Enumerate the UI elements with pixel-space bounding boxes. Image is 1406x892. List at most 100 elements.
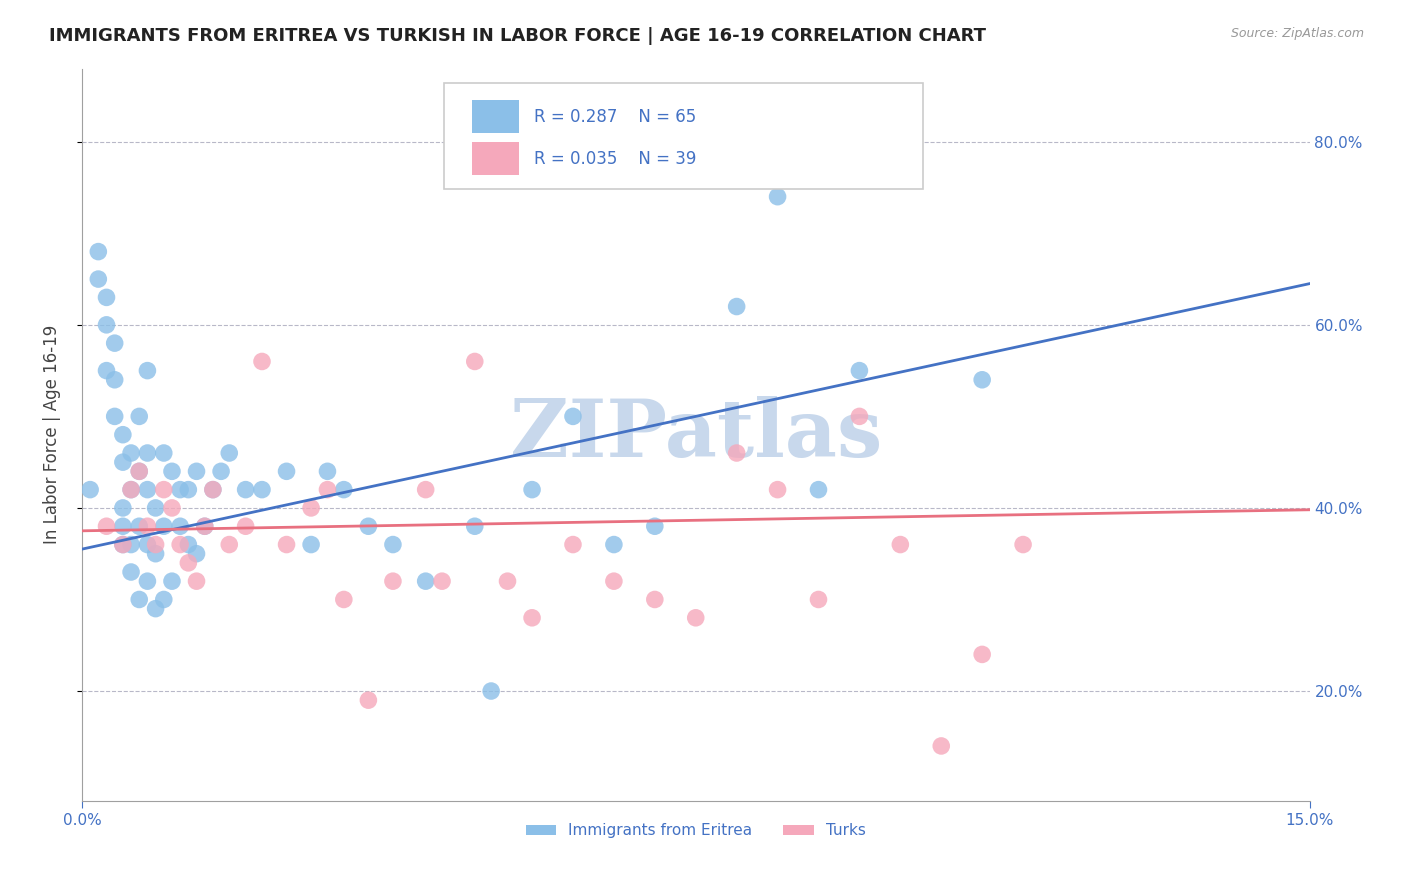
- Point: [929, 739, 952, 753]
- Y-axis label: In Labor Force | Age 16-19: In Labor Force | Age 16-19: [44, 325, 60, 544]
- Point: [111, 455, 134, 469]
- Point: [177, 483, 200, 497]
- Point: [603, 574, 626, 589]
- Point: [120, 483, 142, 497]
- Point: [357, 519, 380, 533]
- Point: [169, 483, 191, 497]
- Point: [496, 574, 519, 589]
- Point: [464, 354, 486, 368]
- Point: [128, 519, 150, 533]
- Point: [415, 483, 437, 497]
- FancyBboxPatch shape: [444, 83, 922, 189]
- Text: R = 0.287    N = 65: R = 0.287 N = 65: [534, 108, 696, 126]
- Point: [316, 483, 339, 497]
- Point: [104, 373, 127, 387]
- Point: [186, 547, 208, 561]
- Point: [169, 519, 191, 533]
- Point: [152, 483, 174, 497]
- Point: [889, 537, 911, 551]
- Point: [120, 537, 142, 551]
- Point: [194, 519, 217, 533]
- Point: [562, 409, 585, 424]
- Point: [136, 519, 159, 533]
- Point: [685, 611, 707, 625]
- Point: [250, 483, 273, 497]
- Point: [136, 483, 159, 497]
- Point: [128, 592, 150, 607]
- Point: [96, 363, 118, 377]
- Point: [209, 464, 232, 478]
- Text: IMMIGRANTS FROM ERITREA VS TURKISH IN LABOR FORCE | AGE 16-19 CORRELATION CHART: IMMIGRANTS FROM ERITREA VS TURKISH IN LA…: [49, 27, 986, 45]
- Point: [603, 537, 626, 551]
- Point: [848, 409, 870, 424]
- Point: [152, 519, 174, 533]
- Point: [1012, 537, 1035, 551]
- Point: [562, 537, 585, 551]
- Point: [120, 565, 142, 579]
- Point: [520, 483, 543, 497]
- Point: [218, 446, 240, 460]
- Point: [848, 363, 870, 377]
- Point: [194, 519, 217, 533]
- Point: [316, 464, 339, 478]
- Point: [111, 519, 134, 533]
- Point: [430, 574, 453, 589]
- Point: [111, 537, 134, 551]
- Point: [96, 318, 118, 332]
- Point: [160, 500, 183, 515]
- Point: [152, 446, 174, 460]
- Point: [186, 574, 208, 589]
- Point: [644, 519, 666, 533]
- Point: [644, 592, 666, 607]
- Point: [79, 483, 101, 497]
- Point: [152, 592, 174, 607]
- Point: [145, 547, 167, 561]
- Point: [136, 363, 159, 377]
- Point: [725, 300, 748, 314]
- Point: [87, 272, 110, 286]
- Point: [333, 592, 356, 607]
- Point: [145, 500, 167, 515]
- Point: [96, 519, 118, 533]
- Point: [120, 483, 142, 497]
- Point: [972, 373, 994, 387]
- Point: [725, 446, 748, 460]
- Point: [972, 648, 994, 662]
- Point: [201, 483, 224, 497]
- Point: [766, 483, 789, 497]
- Point: [111, 427, 134, 442]
- Point: [120, 446, 142, 460]
- Point: [96, 290, 118, 304]
- Point: [104, 336, 127, 351]
- Point: [464, 519, 486, 533]
- Point: [201, 483, 224, 497]
- Point: [299, 500, 322, 515]
- Point: [381, 537, 404, 551]
- Point: [807, 483, 830, 497]
- Point: [218, 537, 240, 551]
- Point: [479, 684, 502, 698]
- Point: [381, 574, 404, 589]
- Point: [299, 537, 322, 551]
- Point: [145, 601, 167, 615]
- Point: [87, 244, 110, 259]
- Point: [276, 464, 298, 478]
- Bar: [472, 142, 519, 175]
- Text: R = 0.035    N = 39: R = 0.035 N = 39: [534, 150, 696, 168]
- Point: [136, 574, 159, 589]
- Point: [177, 556, 200, 570]
- Point: [235, 519, 257, 533]
- Point: [128, 464, 150, 478]
- Point: [128, 409, 150, 424]
- Point: [160, 464, 183, 478]
- Legend: Immigrants from Eritrea, Turks: Immigrants from Eritrea, Turks: [520, 817, 872, 845]
- Point: [415, 574, 437, 589]
- Point: [145, 537, 167, 551]
- Point: [766, 189, 789, 203]
- Point: [186, 464, 208, 478]
- Point: [128, 464, 150, 478]
- Text: ZIPatlas: ZIPatlas: [509, 396, 882, 474]
- Point: [520, 611, 543, 625]
- Point: [235, 483, 257, 497]
- Point: [104, 409, 127, 424]
